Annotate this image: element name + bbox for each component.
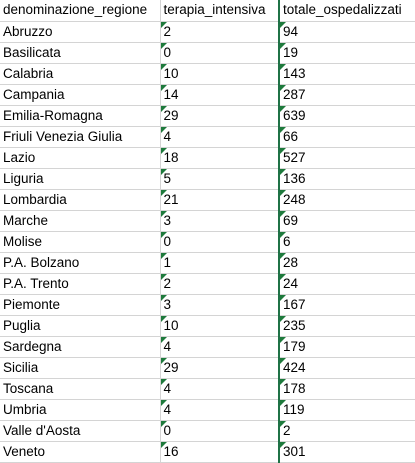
cell-hospitalized[interactable]: 301 xyxy=(279,441,415,463)
cell-icu[interactable]: 2 xyxy=(160,273,280,295)
table-row: Campania 14 287 xyxy=(0,84,415,106)
cell-icu[interactable]: 2 xyxy=(160,21,280,43)
cell-icu[interactable]: 3 xyxy=(160,210,280,232)
cell-hospitalized[interactable]: 639 xyxy=(279,105,415,127)
cell-hospitalized[interactable]: 178 xyxy=(279,378,415,400)
cell-icu[interactable]: 29 xyxy=(160,357,280,379)
cell-icu[interactable]: 0 xyxy=(160,231,280,253)
cell-hospitalized[interactable]: 248 xyxy=(279,189,415,211)
table-row: Lazio 18 527 xyxy=(0,147,415,169)
cell-hospitalized[interactable]: 143 xyxy=(279,63,415,85)
table-row: Veneto 16 301 xyxy=(0,441,415,463)
cell-icu[interactable]: 1 xyxy=(160,252,280,274)
header-row: denominazione_regione terapia_intensiva … xyxy=(0,0,415,22)
cell-icu[interactable]: 5 xyxy=(160,168,280,190)
cell-hospitalized[interactable]: 287 xyxy=(279,84,415,106)
cell-hospitalized[interactable]: 179 xyxy=(279,336,415,358)
cell-hospitalized[interactable]: 66 xyxy=(279,126,415,148)
table-row: Marche 3 69 xyxy=(0,210,415,232)
cell-icu[interactable]: 29 xyxy=(160,105,280,127)
cell-hospitalized[interactable]: 167 xyxy=(279,294,415,316)
cell-region[interactable]: Campania xyxy=(0,84,161,106)
cell-icu[interactable]: 4 xyxy=(160,399,280,421)
cell-hospitalized[interactable]: 119 xyxy=(279,399,415,421)
cell-region[interactable]: P.A. Trento xyxy=(0,273,161,295)
table-row: Sardegna 4 179 xyxy=(0,336,415,358)
table-row: Basilicata 0 19 xyxy=(0,42,415,64)
table-row: Molise 0 6 xyxy=(0,231,415,253)
cell-region[interactable]: Umbria xyxy=(0,399,161,421)
table-row: P.A. Trento 2 24 xyxy=(0,273,415,295)
cell-hospitalized[interactable]: 136 xyxy=(279,168,415,190)
table-row: Sicilia 29 424 xyxy=(0,357,415,379)
cell-region[interactable]: Calabria xyxy=(0,63,161,85)
cell-hospitalized[interactable]: 6 xyxy=(279,231,415,253)
cell-region[interactable]: Basilicata xyxy=(0,42,161,64)
cell-region[interactable]: Puglia xyxy=(0,315,161,337)
header-cell-region[interactable]: denominazione_regione xyxy=(0,0,161,22)
table-row: P.A. Bolzano 1 28 xyxy=(0,252,415,274)
cell-hospitalized[interactable]: 2 xyxy=(279,420,415,442)
table-row: Toscana 4 178 xyxy=(0,378,415,400)
table-row: Abruzzo 2 94 xyxy=(0,21,415,43)
cell-hospitalized[interactable]: 527 xyxy=(279,147,415,169)
cell-region[interactable]: Lombardia xyxy=(0,189,161,211)
cell-region[interactable]: Marche xyxy=(0,210,161,232)
cell-icu[interactable]: 0 xyxy=(160,420,280,442)
cell-icu[interactable]: 4 xyxy=(160,378,280,400)
cell-region[interactable]: Sicilia xyxy=(0,357,161,379)
cell-hospitalized[interactable]: 19 xyxy=(279,42,415,64)
cell-region[interactable]: Abruzzo xyxy=(0,21,161,43)
cell-icu[interactable]: 18 xyxy=(160,147,280,169)
cell-hospitalized[interactable]: 28 xyxy=(279,252,415,274)
cell-hospitalized[interactable]: 235 xyxy=(279,315,415,337)
cell-icu[interactable]: 14 xyxy=(160,84,280,106)
cell-icu[interactable]: 4 xyxy=(160,126,280,148)
cell-icu[interactable]: 10 xyxy=(160,315,280,337)
table-row: Emilia-Romagna 29 639 xyxy=(0,105,415,127)
cell-region[interactable]: Friuli Venezia Giulia xyxy=(0,126,161,148)
cell-icu[interactable]: 3 xyxy=(160,294,280,316)
cell-hospitalized[interactable]: 94 xyxy=(279,21,415,43)
cell-region[interactable]: P.A. Bolzano xyxy=(0,252,161,274)
table-row: Liguria 5 136 xyxy=(0,168,415,190)
cell-icu[interactable]: 21 xyxy=(160,189,280,211)
cell-region[interactable]: Toscana xyxy=(0,378,161,400)
cell-region[interactable]: Veneto xyxy=(0,441,161,463)
cell-region[interactable]: Piemonte xyxy=(0,294,161,316)
table-row: Valle d'Aosta 0 2 xyxy=(0,420,415,442)
cell-region[interactable]: Valle d'Aosta xyxy=(0,420,161,442)
cell-icu[interactable]: 16 xyxy=(160,441,280,463)
cell-region[interactable]: Lazio xyxy=(0,147,161,169)
table-row: Friuli Venezia Giulia 4 66 xyxy=(0,126,415,148)
header-cell-hospitalized[interactable]: totale_ospedalizzati xyxy=(279,0,415,22)
cell-region[interactable]: Emilia-Romagna xyxy=(0,105,161,127)
cell-icu[interactable]: 4 xyxy=(160,336,280,358)
table-row: Calabria 10 143 xyxy=(0,63,415,85)
cell-icu[interactable]: 10 xyxy=(160,63,280,85)
cell-region[interactable]: Liguria xyxy=(0,168,161,190)
table-row: Piemonte 3 167 xyxy=(0,294,415,316)
cell-hospitalized[interactable]: 24 xyxy=(279,273,415,295)
cell-icu[interactable]: 0 xyxy=(160,42,280,64)
cell-hospitalized[interactable]: 69 xyxy=(279,210,415,232)
cell-region[interactable]: Sardegna xyxy=(0,336,161,358)
cell-region[interactable]: Molise xyxy=(0,231,161,253)
table-row: Puglia 10 235 xyxy=(0,315,415,337)
table-row: Lombardia 21 248 xyxy=(0,189,415,211)
cell-hospitalized[interactable]: 424 xyxy=(279,357,415,379)
header-cell-icu[interactable]: terapia_intensiva xyxy=(160,0,280,22)
table-row: Umbria 4 119 xyxy=(0,399,415,421)
